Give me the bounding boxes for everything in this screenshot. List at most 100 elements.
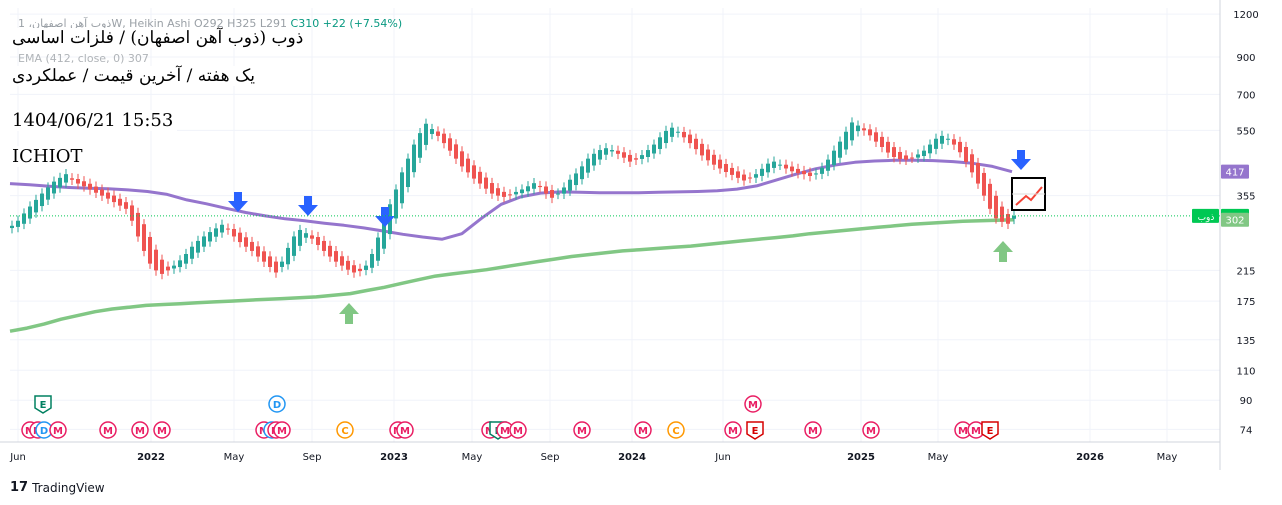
candle [802,165,806,180]
candle [136,207,140,242]
candle [772,156,776,174]
y-tick-label: 900 [1236,53,1255,64]
event-circle [396,421,414,439]
candle [958,136,962,158]
candle-body [16,220,20,227]
candle [346,255,350,276]
candle [904,150,908,165]
candle-body [790,166,794,172]
candle [142,219,146,257]
candle [490,177,494,199]
event-circle [862,421,880,439]
candle-body [160,259,164,274]
candle [502,186,506,203]
event-circle [273,421,291,439]
candle-body [82,181,86,187]
event-markers: MMDMMMMMDMMCMMMEMMMMCMEMMMMEEDM [21,395,999,440]
candle [478,166,482,189]
candle [724,158,728,178]
candle-body [316,237,320,245]
event-marker-row2: E [34,395,52,414]
event-letter: M [728,426,738,437]
event-circle [99,421,117,439]
down-arrow-icon [1011,150,1031,170]
candle [202,231,206,252]
candle-body [292,236,296,256]
candle-body [334,251,338,262]
candle [964,141,968,168]
event-letter: M [577,426,587,437]
candle [562,182,566,200]
candle [232,223,236,242]
candle-body [220,224,224,233]
candle-body [760,168,764,176]
event-marker-row2: M [744,395,762,413]
candle-body [418,133,422,158]
event-letter: M [513,426,523,437]
candle-body [676,131,680,133]
candle-body [754,174,758,178]
candle [568,174,572,196]
candle [934,133,938,155]
candle [556,188,560,200]
event-letter: M [866,426,876,437]
candle [166,261,170,276]
candle [928,139,932,159]
tradingview-brand[interactable]: 17 TradingView [10,480,105,495]
candle [814,168,818,180]
candle [160,254,164,280]
event-circle [268,395,286,413]
candle-body [196,240,200,253]
candle [550,184,554,204]
candle-body [814,173,818,175]
event-marker-row1: M [634,421,652,439]
event-circle [744,395,762,413]
x-tick-label: May [928,452,949,463]
candle-body [10,225,14,229]
candle-body [40,193,44,207]
candle [652,139,656,159]
event-letter: M [53,426,63,437]
candle-body [106,192,110,199]
x-tick-label: May [1157,452,1178,463]
candle [118,193,122,211]
candle-body [226,228,230,230]
candle-body [376,237,380,261]
candle [46,182,50,205]
candle-body [184,254,188,264]
target-box [1011,177,1046,211]
candle-body [286,247,290,265]
symbol-line: ذوب آهن اصفهان، 1W, Heikin Ashi [18,17,191,30]
candle-body [940,135,944,144]
candle-body [952,139,956,145]
candle [658,132,662,155]
candle [226,223,230,235]
candle-body [862,128,866,131]
candle [580,161,584,185]
candle-body [886,141,890,153]
candle [196,235,200,258]
candle-body [934,138,938,149]
event-letter: M [135,426,145,437]
candle [544,181,548,199]
event-marker-row1: M [396,421,414,439]
candle [34,194,38,218]
candle [418,127,422,164]
candle-body [634,158,638,160]
candle [286,242,290,270]
price-badge-text: 417 [1225,168,1244,179]
candle-body [94,186,98,193]
candle [430,123,434,140]
candle-body [328,245,332,257]
candle [88,178,92,195]
candle [484,172,488,194]
candle-body [268,256,272,267]
candle-body [436,131,440,136]
event-marker-row1: M [49,421,67,439]
candle-body [232,229,236,237]
candle [10,220,14,234]
candle-body [412,144,416,173]
candle-body [598,150,602,160]
candle [706,144,710,166]
